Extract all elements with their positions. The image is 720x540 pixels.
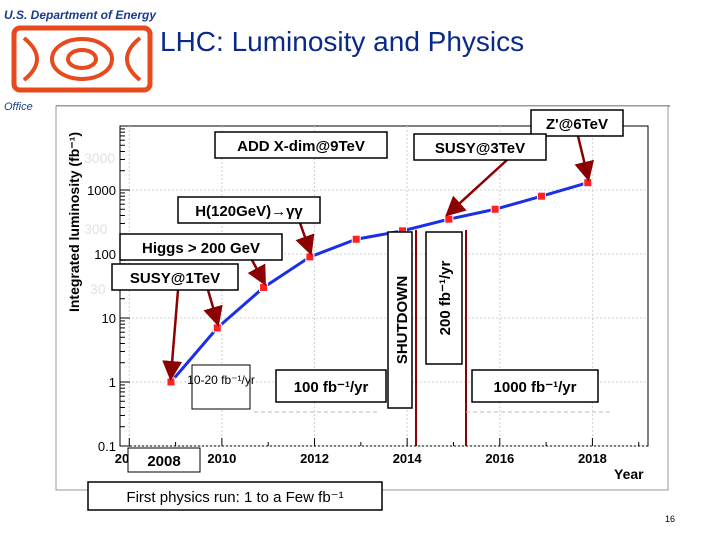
annotation-higgs-gg: H(120GeV)→γγ [195, 203, 303, 220]
y-tick-label: 1000 [87, 183, 116, 198]
annotation-box-higgs-200 [119, 233, 283, 261]
annotation-higgs-200: Higgs > 200 GeV [142, 240, 260, 257]
annotation-susy3: SUSY@3TeV [435, 140, 525, 157]
annotation-box-200fb [425, 231, 463, 365]
annotation-box-zprime [530, 109, 624, 137]
series-group [166, 178, 593, 387]
data-point [583, 178, 593, 188]
annotation-box-susy3 [413, 133, 547, 161]
data-point [444, 214, 454, 224]
annotation-box-2008 [127, 447, 201, 473]
data-point [212, 323, 222, 333]
annotation-1000fb: 1000 fb⁻¹/yr [494, 379, 577, 396]
annotation-200fb: 200 fb⁻¹/yr [437, 261, 454, 336]
data-point [259, 282, 269, 292]
y-tick-label: 0.1 [98, 439, 116, 454]
page-title: LHC: Luminosity and Physics [160, 26, 525, 57]
doe-logo [11, 25, 153, 93]
annotation-box-first-run [87, 481, 383, 511]
data-point [166, 377, 176, 387]
doe-label: U.S. Department of Energy [4, 8, 157, 22]
ghost-label-30: 30 [90, 281, 106, 297]
y-tick-label: 100 [94, 247, 116, 262]
y-axis-label: Integrated luminosity (fb⁻¹) [66, 132, 82, 312]
x-tick-label: 2012 [300, 451, 329, 466]
x-axis-label: Year [614, 466, 644, 482]
annotation-box-add [214, 131, 388, 159]
annotation-first-run: First physics run: 1 to a Few fb⁻¹ [126, 489, 343, 506]
data-point [536, 191, 546, 201]
annotation-box-100fb [275, 369, 387, 403]
x-tick-label: 2016 [485, 451, 514, 466]
annotation-add: ADD X-dim@9TeV [237, 138, 365, 155]
annotation-10-20: 10-20 fb⁻¹/yr [187, 373, 255, 387]
callout-arrow [162, 289, 183, 381]
annotation-box-1000fb [471, 369, 599, 403]
luminosity-curve [169, 181, 589, 383]
data-point [351, 234, 361, 244]
x-tick-label: 2010 [207, 451, 236, 466]
slide-number: 16 [665, 514, 676, 524]
ghost-label-300: 300 [84, 221, 108, 237]
callout-arrow [247, 259, 266, 286]
data-point [490, 204, 500, 214]
callout-lines [162, 135, 595, 381]
office-label: Office [4, 101, 33, 113]
annotation-box-higgs-gg [177, 196, 321, 224]
annotation-box-10-20 [191, 364, 251, 410]
x-tick-label: 2014 [393, 451, 423, 466]
callout-arrow [203, 289, 223, 327]
callout-arrow [574, 135, 595, 182]
annotation-10-20-text: 10-20 fb⁻¹/yr [187, 373, 255, 387]
annotation-2008: 2008 [147, 453, 180, 470]
ghost-label-3000: 3000 [84, 150, 115, 166]
y-tick-label: 1 [109, 375, 116, 390]
annotation-susy1: SUSY@1TeV [130, 270, 220, 287]
data-point [305, 252, 315, 262]
callout-arrow [445, 159, 508, 217]
annotation-shutdown: SHUTDOWN [394, 276, 411, 364]
annotation-box-shutdown [387, 231, 413, 409]
annotation-zprime: Z'@6TeV [546, 116, 608, 133]
annotation-100fb: 100 fb⁻¹/yr [294, 379, 369, 396]
y-tick-label: 10 [102, 311, 116, 326]
x-tick-label: 2018 [578, 451, 607, 466]
callout-arrow [295, 222, 315, 256]
annotation-box-susy1 [111, 263, 239, 291]
